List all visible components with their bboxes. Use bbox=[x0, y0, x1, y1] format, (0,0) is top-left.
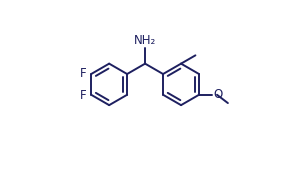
Text: NH₂: NH₂ bbox=[134, 34, 156, 47]
Text: F: F bbox=[80, 89, 87, 102]
Text: F: F bbox=[80, 67, 87, 80]
Text: O: O bbox=[213, 88, 223, 101]
